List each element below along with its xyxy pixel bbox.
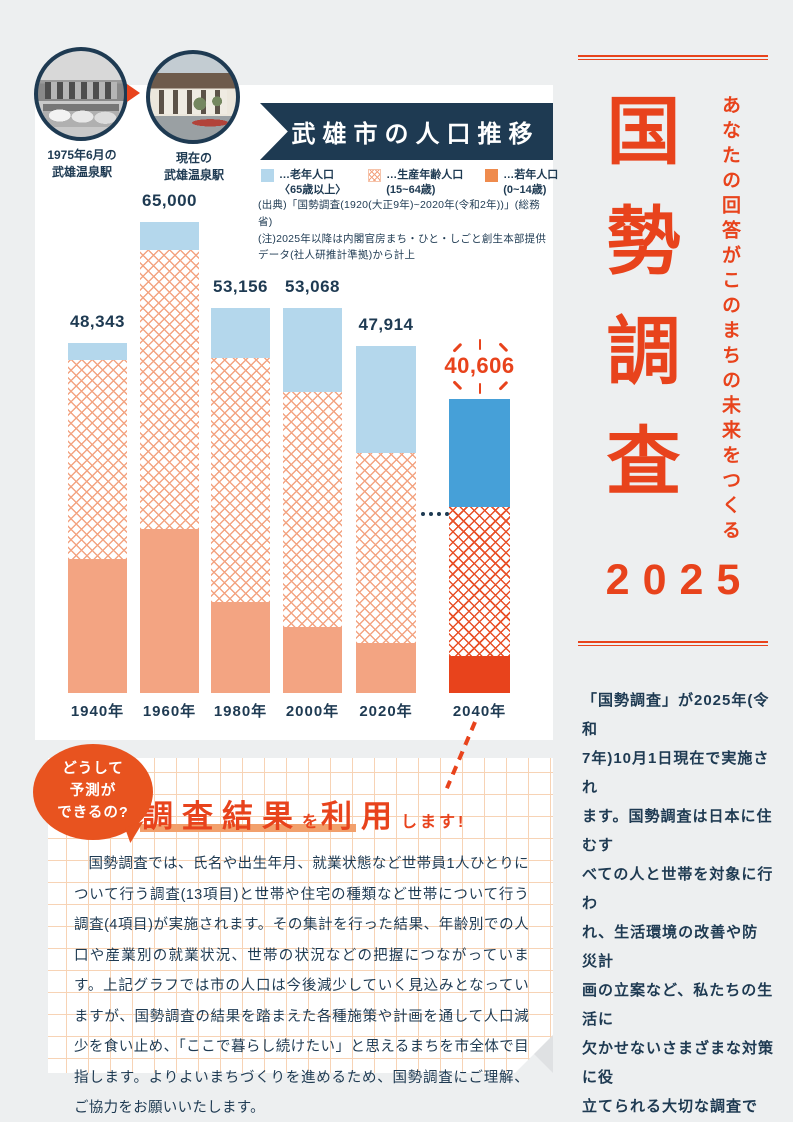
sparkle-icon	[450, 338, 510, 394]
bar-value-2020年: 47,914	[358, 314, 414, 334]
chart-title-banner: 武雄市の人口推移	[260, 103, 553, 160]
seg-young-2020年	[356, 642, 416, 693]
seg-work-2000年	[283, 392, 342, 628]
legend-item-working-age: …生産年齢人口 (15~64歳)	[368, 168, 463, 198]
chart-legend: …老年人口 〈65歳以上〉 …生産年齢人口 (15~64歳) …若年人口 (0~…	[261, 168, 558, 198]
bar-value-1940年: 48,343	[70, 311, 125, 331]
legend-item-young: …若年人口 (0~14歳)	[485, 168, 558, 198]
seg-old-2020年	[356, 345, 416, 454]
axis-label-2000年: 2000年	[285, 703, 340, 720]
axis-label-2040年: 2040年	[452, 703, 507, 720]
bar-1980年	[211, 307, 270, 693]
bar-value-1960年: 65,000	[142, 191, 197, 210]
sidebar-title-kokusei-chousa: 国勢調査	[596, 92, 679, 532]
photo-takeo-onsen-station-1975	[34, 47, 128, 141]
seg-work-1960年	[140, 250, 199, 530]
axis-label-1980年: 1980年	[213, 703, 268, 720]
box-heading-part3: 利用	[321, 799, 402, 834]
bar-2040年	[449, 398, 510, 693]
legend-swatch-working-age	[368, 169, 382, 182]
speech-bubble: どうして 予測が できるの?	[33, 744, 153, 840]
photo-takeo-onsen-station-now	[146, 50, 240, 144]
seg-young-1980年	[211, 601, 270, 693]
axis-label-2020年: 2020年	[359, 703, 413, 720]
seg-young-1960年	[140, 529, 199, 693]
legend-label-working-age: …生産年齢人口 (15~64歳)	[386, 169, 464, 196]
bar-1940年	[68, 342, 127, 693]
seg-work-1980年	[211, 358, 270, 602]
box-heading-part4: します!	[401, 814, 467, 831]
bar-value-1980年: 53,156	[213, 276, 268, 296]
seg-old-2000年	[283, 308, 342, 393]
photo-caption-1975: 1975年6月の 武雄温泉駅	[47, 148, 117, 180]
seg-work-2040年	[449, 506, 510, 657]
bar-2020年	[356, 345, 416, 693]
chart-title: 武雄市の人口推移	[291, 121, 540, 148]
legend-label-young: …若年人口 (0~14歳)	[503, 169, 559, 196]
seg-work-2020年	[356, 453, 416, 643]
dashed-connector-line	[445, 721, 477, 789]
arrow-right-icon	[127, 84, 140, 102]
prediction-dots	[421, 512, 449, 516]
sidebar-tagline: あなたの回答がこのまちの未来をつくる	[719, 95, 740, 545]
bar-1960年	[140, 222, 199, 693]
seg-old-1960年	[140, 222, 199, 251]
bar-value-2000年: 53,068	[285, 277, 340, 297]
photo-caption-now: 現在の 武雄温泉駅	[163, 151, 224, 183]
legend-swatch-elderly	[261, 169, 274, 182]
box-paragraph: 国勢調査では、氏名や出生年月、就業状態など世帯員1人ひとりについて行う調査(13…	[74, 856, 529, 1116]
bar-2000年	[283, 308, 342, 693]
axis-label-1960年: 1960年	[142, 703, 197, 720]
box-heading-part2: を	[302, 814, 322, 831]
heading-underline	[140, 824, 356, 832]
axis-label-1940年: 1940年	[70, 703, 125, 720]
legend-swatch-young	[485, 169, 499, 182]
box-heading-part1: 調査結果	[142, 799, 302, 834]
sidebar-year-2025: 2025	[605, 556, 754, 604]
seg-old-2040年	[449, 398, 510, 507]
legend-item-elderly: …老年人口 〈65歳以上〉	[261, 168, 346, 198]
speech-bubble-text: どうして 予測が できるの?	[57, 761, 129, 821]
seg-young-2000年	[283, 627, 342, 693]
seg-young-2040年	[449, 656, 510, 693]
seg-young-1940年	[68, 558, 127, 693]
seg-work-1940年	[68, 360, 127, 559]
explanation-box	[48, 758, 553, 1073]
bar-value-2040年: 40,606	[444, 352, 515, 378]
chart-source-note: (出典)「国勢調査(1920(大正9年)~2020年(令和2年))」(総務省) …	[258, 199, 547, 262]
double-rule-top	[578, 55, 768, 60]
sidebar-paragraph: 「国勢調査」が2025年(令和 7年)10月1日現在で実施され ます。国勢調査は…	[582, 692, 775, 1115]
seg-old-1940年	[68, 342, 127, 361]
seg-old-1980年	[211, 307, 270, 359]
legend-label-elderly: …老年人口 〈65歳以上〉	[279, 169, 347, 196]
box-heading: 調査結果を利用します!	[142, 791, 466, 836]
double-rule-bottom	[578, 641, 768, 646]
